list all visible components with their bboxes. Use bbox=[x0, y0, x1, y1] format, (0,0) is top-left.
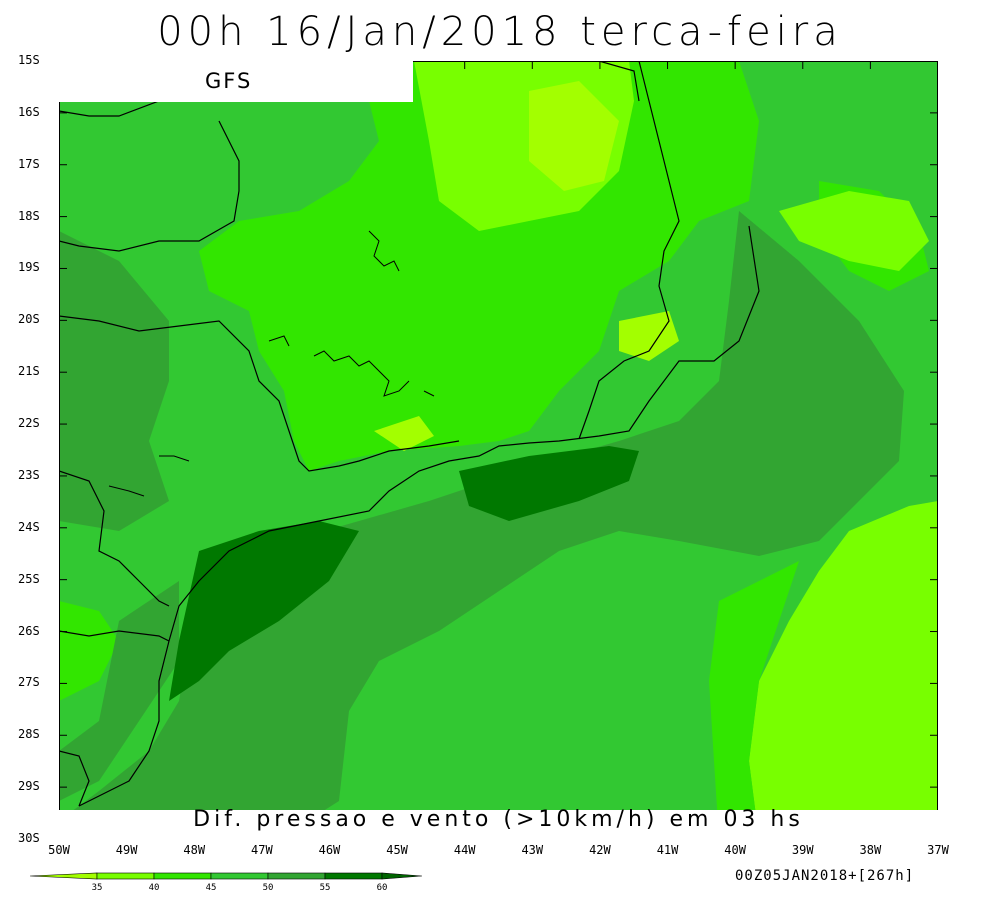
lon-label-45w: 45W bbox=[386, 843, 408, 857]
lat-label-17s: 17S bbox=[18, 156, 40, 171]
lon-label-43w: 43W bbox=[521, 843, 544, 857]
lat-label-30s: 30S bbox=[18, 831, 40, 845]
lon-label-44w: 44W bbox=[453, 843, 476, 857]
model-label: GFS bbox=[205, 69, 253, 93]
lake-1 bbox=[368, 230, 400, 272]
field-dark-west-south bbox=[59, 581, 179, 801]
colorbar-tick-label: 50 bbox=[263, 883, 274, 892]
colorbar-segment bbox=[324, 872, 383, 880]
colorbar-tick-label: 45 bbox=[206, 883, 217, 892]
lon-label-47w: 47W bbox=[251, 843, 273, 857]
lakes bbox=[108, 230, 435, 497]
lat-label-23s: 23S bbox=[18, 467, 40, 482]
colorbar-segment bbox=[153, 872, 212, 880]
lat-label-29s: 29S bbox=[18, 779, 40, 794]
colorbar-segment bbox=[267, 872, 326, 880]
colorbar-tick-label: 60 bbox=[377, 883, 388, 892]
map-caption: Dif. pressao e vento (>10km/h) em 03 hs bbox=[193, 807, 804, 832]
lon-label-37w: 37W bbox=[927, 843, 949, 857]
colorbar-segment bbox=[96, 872, 155, 880]
field-darkest-coast bbox=[169, 521, 359, 701]
caption-box bbox=[59, 810, 938, 839]
lat-label-24s: 24S bbox=[18, 519, 40, 534]
lon-label-46w: 46W bbox=[318, 843, 341, 857]
lon-label-50w: 50W bbox=[48, 843, 70, 857]
lon-label-42w: 42W bbox=[589, 843, 611, 857]
map-title: 00h 16/Jan/2018 terca-feira bbox=[157, 9, 843, 55]
field-lightest-patch-center bbox=[619, 311, 679, 361]
state-border-7 bbox=[59, 750, 90, 807]
field-dark-west bbox=[59, 231, 169, 531]
lat-label-16s: 16S bbox=[18, 104, 40, 119]
field-light-southeast bbox=[749, 501, 938, 839]
field-bright-southeast-edge bbox=[709, 561, 799, 839]
state-border-1 bbox=[578, 61, 680, 440]
colorbar-tick-label: 55 bbox=[320, 883, 331, 892]
lat-label-27s: 27S bbox=[18, 675, 40, 690]
lake-6 bbox=[423, 390, 435, 397]
field-lightest-patch-north bbox=[529, 81, 619, 191]
wind-field-map[interactable] bbox=[59, 61, 938, 839]
lake-4 bbox=[159, 455, 190, 462]
lat-label-18s: 18S bbox=[18, 208, 40, 223]
field-darkest-ocean bbox=[459, 446, 639, 521]
lon-label-38w: 38W bbox=[859, 843, 882, 857]
lon-label-48w: 48W bbox=[183, 843, 206, 857]
lat-label-28s: 28S bbox=[18, 727, 40, 742]
field-bright-region-sw bbox=[59, 601, 119, 701]
model-label-box bbox=[59, 61, 413, 102]
map-area[interactable] bbox=[59, 61, 938, 839]
colorbar-arrow-right bbox=[381, 872, 423, 880]
lat-label-21s: 21S bbox=[18, 364, 40, 379]
colorbar: 35 40 45 50 55 60 bbox=[30, 872, 423, 892]
lon-label-40w: 40W bbox=[724, 843, 746, 857]
lat-label-15s: 15S bbox=[18, 53, 40, 67]
lon-label-39w: 39W bbox=[791, 843, 814, 857]
lat-label-26s: 26S bbox=[18, 623, 40, 638]
lat-label-19s: 19S bbox=[18, 260, 40, 275]
colorbar-arrow-left bbox=[30, 872, 98, 880]
field-dark-ocean-band bbox=[59, 211, 904, 839]
lake-2 bbox=[313, 350, 410, 397]
coastline bbox=[78, 225, 760, 807]
lat-label-20s: 20S bbox=[18, 312, 40, 327]
lat-label-25s: 25S bbox=[18, 571, 40, 586]
colorbar-tick-label: 40 bbox=[149, 883, 160, 892]
field-light-patch-east bbox=[779, 191, 929, 271]
lon-label-41w: 41W bbox=[656, 843, 679, 857]
state-border-5 bbox=[59, 470, 170, 607]
colorbar-tick-label: 35 bbox=[92, 883, 103, 892]
lat-label-22s: 22S bbox=[18, 416, 40, 431]
field-lightest-patch-south bbox=[374, 416, 434, 451]
lake-5 bbox=[108, 485, 145, 497]
state-border-4 bbox=[59, 315, 460, 472]
run-info-label: 00Z05JAN2018+[267h] bbox=[735, 868, 915, 884]
state-border-6 bbox=[59, 630, 170, 642]
state-border-2 bbox=[598, 61, 640, 102]
colorbar-segment bbox=[210, 872, 269, 880]
lon-label-49w: 49W bbox=[115, 843, 138, 857]
lake-3 bbox=[268, 335, 290, 347]
state-border-3 bbox=[59, 120, 240, 252]
